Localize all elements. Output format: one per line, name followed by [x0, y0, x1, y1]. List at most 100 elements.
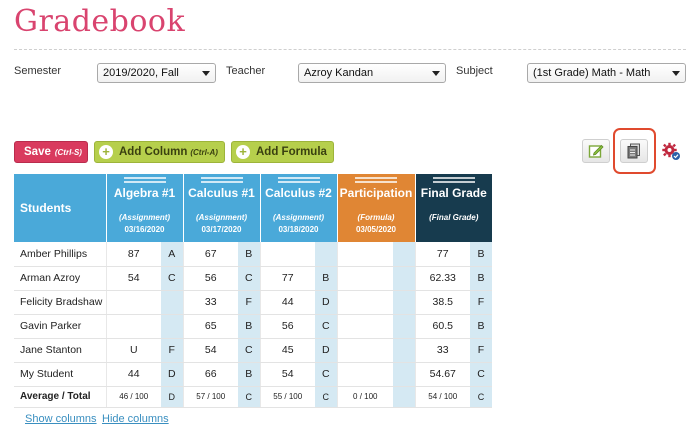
score-cell[interactable]: 66	[182, 362, 238, 387]
column-header-calculus-2[interactable]: Calculus #2 (Assignment) 03/18/2020	[259, 174, 337, 242]
add-column-button[interactable]: + Add Column (Ctrl-A)	[94, 141, 225, 163]
letter-grade: F	[470, 338, 492, 363]
students-header[interactable]: Students	[14, 174, 106, 242]
subject-value: (1st Grade) Math - Math	[533, 67, 651, 79]
score-cell[interactable]	[259, 242, 315, 267]
score-cell: 60.5	[414, 314, 470, 339]
letter-grade: B	[470, 314, 492, 339]
column-header-algebra-1[interactable]: Algebra #1 (Assignment) 03/16/2020	[105, 174, 183, 242]
letter-grade: A	[161, 242, 183, 267]
teacher-select[interactable]: Azroy Kandan	[298, 63, 446, 83]
letter-grade: D	[161, 362, 183, 387]
add-column-label: Add Column	[119, 146, 188, 158]
score-cell[interactable]	[105, 290, 161, 315]
total-grade: C	[238, 386, 260, 408]
score-cell[interactable]: 56	[182, 266, 238, 291]
student-name[interactable]: Amber Phillips	[14, 242, 106, 267]
plus-icon: +	[236, 145, 250, 159]
letter-grade: B	[470, 266, 492, 291]
score-cell[interactable]: 54	[182, 338, 238, 363]
save-shortcut: (Ctrl-S)	[54, 147, 82, 157]
document-icon	[627, 143, 640, 159]
semester-select[interactable]: 2019/2020, Fall	[97, 63, 216, 83]
table-row: Amber Phillips 87 A 67 B 77 B	[14, 242, 492, 267]
total-score: 54 / 100	[414, 386, 470, 408]
student-name[interactable]: Gavin Parker	[14, 314, 106, 339]
drag-handle-icon[interactable]	[355, 177, 397, 183]
score-cell[interactable]: 54	[259, 362, 315, 387]
chevron-down-icon	[432, 71, 440, 76]
score-cell[interactable]: 87	[105, 242, 161, 267]
letter-grade: B	[238, 362, 260, 387]
column-date: 03/05/2020	[355, 225, 397, 234]
add-formula-button[interactable]: + Add Formula	[231, 141, 334, 163]
score-cell[interactable]	[105, 314, 161, 339]
column-name: Final Grade	[420, 186, 487, 200]
drag-handle-icon[interactable]	[123, 177, 166, 183]
column-type: (Assignment)	[195, 213, 248, 222]
settings-button[interactable]	[661, 141, 681, 161]
drag-handle-icon[interactable]	[432, 177, 475, 183]
letter-grade: C	[238, 266, 260, 291]
letter-grade	[393, 362, 415, 387]
letter-grade: D	[315, 290, 337, 315]
student-name[interactable]: My Student	[14, 362, 106, 387]
score-cell[interactable]: U	[105, 338, 161, 363]
score-cell[interactable]: 67	[182, 242, 238, 267]
score-cell[interactable]: 33	[182, 290, 238, 315]
student-name[interactable]: Jane Stanton	[14, 338, 106, 363]
score-cell	[336, 314, 393, 339]
column-type: (Assignment)	[272, 213, 325, 222]
save-button[interactable]: Save (Ctrl-S)	[14, 141, 88, 163]
score-cell[interactable]: 65	[182, 314, 238, 339]
subject-select[interactable]: (1st Grade) Math - Math	[527, 63, 686, 83]
total-score: 57 / 100	[182, 386, 238, 408]
score-cell	[336, 266, 393, 291]
letter-grade: C	[470, 362, 492, 387]
score-cell[interactable]: 77	[259, 266, 315, 291]
hide-columns-link[interactable]: Hide columns	[102, 413, 169, 425]
letter-grade	[393, 266, 415, 291]
column-name: Algebra #1	[113, 186, 176, 200]
teacher-label: Teacher	[226, 65, 266, 77]
column-header-participation[interactable]: Participation (Formula) 03/05/2020	[336, 174, 415, 242]
score-cell	[336, 362, 393, 387]
score-cell[interactable]: 44	[259, 290, 315, 315]
score-cell[interactable]: 44	[105, 362, 161, 387]
column-header-calculus-1[interactable]: Calculus #1 (Assignment) 03/17/2020	[182, 174, 260, 242]
edit-button[interactable]	[582, 139, 610, 163]
add-column-shortcut: (Ctrl-A)	[190, 147, 218, 157]
save-label: Save	[24, 146, 51, 158]
total-grade: C	[470, 386, 492, 408]
student-name[interactable]: Arman Azroy	[14, 266, 106, 291]
letter-grade: C	[238, 338, 260, 363]
score-cell	[336, 242, 393, 267]
letter-grade: F	[161, 338, 183, 363]
teacher-value: Azroy Kandan	[304, 67, 374, 79]
add-formula-label: Add Formula	[256, 146, 327, 158]
chevron-down-icon	[202, 71, 210, 76]
letter-grade: B	[315, 266, 337, 291]
letter-grade: C	[161, 266, 183, 291]
score-cell[interactable]: 54	[105, 266, 161, 291]
drag-handle-icon[interactable]	[200, 177, 243, 183]
total-score: 0 / 100	[336, 386, 393, 408]
column-type: (Assignment)	[118, 213, 171, 222]
column-header-final-grade[interactable]: Final Grade (Final Grade)	[414, 174, 492, 242]
score-cell: 62.33	[414, 266, 470, 291]
show-columns-link[interactable]: Show columns	[25, 413, 97, 425]
table-row: Arman Azroy 54 C 56 C 77 B 62.33 B	[14, 266, 492, 291]
plus-icon: +	[99, 145, 113, 159]
column-type: (Formula)	[357, 213, 395, 222]
score-cell[interactable]: 56	[259, 314, 315, 339]
letter-grade	[161, 314, 183, 339]
student-name[interactable]: Felicity Bradshaw	[14, 290, 106, 315]
table-row: My Student 44 D 66 B 54 C 54.67 C	[14, 362, 492, 387]
score-cell[interactable]: 45	[259, 338, 315, 363]
score-cell: 33	[414, 338, 470, 363]
gradebook-table: Students Algebra #1 (Assignment) 03/16/2…	[14, 174, 492, 408]
document-button[interactable]	[620, 139, 648, 163]
drag-handle-icon[interactable]	[277, 177, 320, 183]
table-header-row: Students Algebra #1 (Assignment) 03/16/2…	[14, 174, 492, 242]
